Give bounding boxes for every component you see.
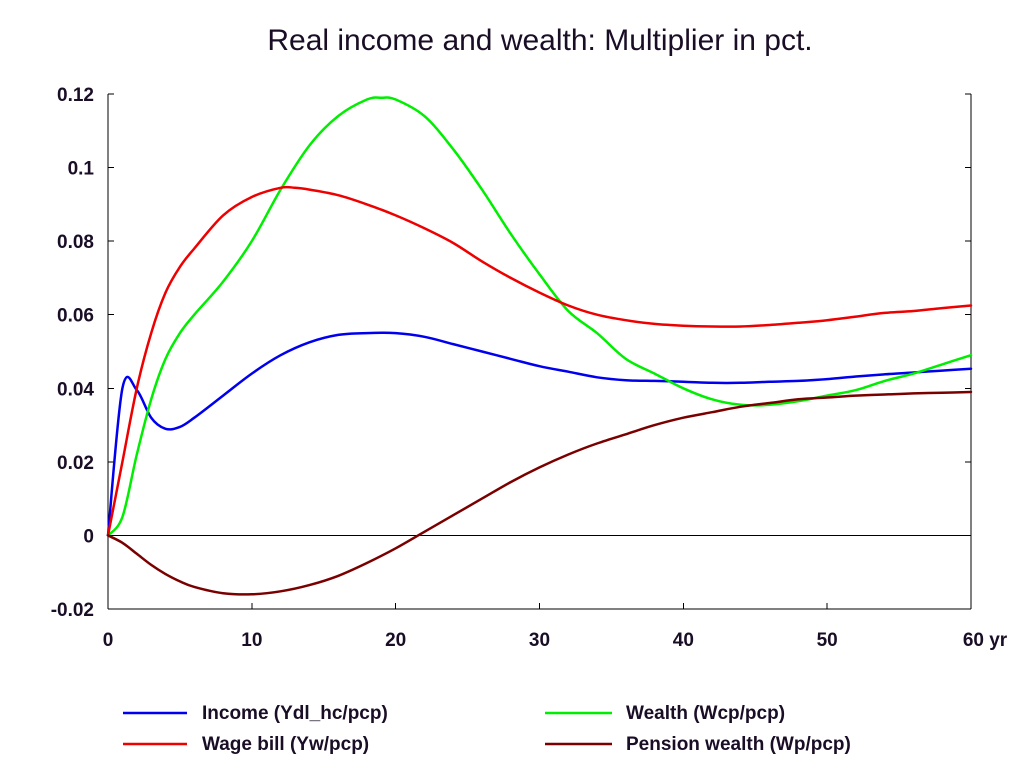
legend-label-income: Income (Ydl_hc/pcp) [202,703,388,724]
x-tick-label: 50 [817,630,838,651]
legend-label-wealth: Wealth (Wcp/pcp) [626,703,785,724]
x-tick-label: 60 yr [963,630,1008,651]
series-line-wealth [106,96,973,537]
series-line-pension-wealth [106,390,973,596]
series-line-wage-bill [106,185,973,537]
series-line-income [106,331,973,537]
y-tick-label: 0.04 [57,379,94,400]
x-tick-label: 30 [529,630,550,651]
legend-label-wage-bill: Wage bill (Yw/pcp) [202,734,369,755]
x-tick-label: 20 [385,630,406,651]
plot-axes [107,93,972,610]
y-tick-label: 0.06 [57,306,94,327]
y-tick-label: 0.12 [57,85,94,106]
series-lines [106,96,973,596]
y-tick-label: 0.08 [57,232,94,253]
x-tick-label: 10 [241,630,262,651]
tick-labels: 0 10 20 30 40 50 60 yr 0.12 0.1 0.08 0.06 0.04 0.02 0… [51,85,1008,651]
x-tick-label: 40 [673,630,694,651]
chart-title: Real income and wealth: Multiplier in pc… [267,24,812,57]
y-tick-label: 0 [83,526,94,547]
y-tick-label: 0.1 [68,159,95,180]
x-tick-label: 0 [103,630,114,651]
legend: Income (Ydl_hc/pcp) Wealth (Wcp/pcp) Wag… [123,703,851,755]
legend-label-pension-wealth: Pension wealth (Wp/pcp) [626,734,851,755]
y-tick-label: 0.02 [57,453,94,474]
y-tick-label: -0.02 [51,600,94,621]
